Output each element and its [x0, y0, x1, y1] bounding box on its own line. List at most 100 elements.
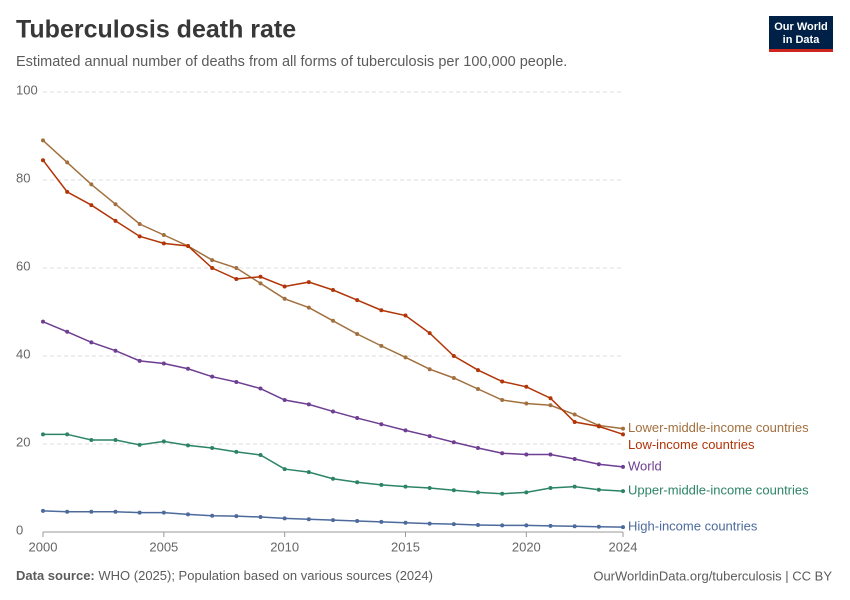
- point: [210, 445, 215, 450]
- point: [500, 451, 505, 456]
- legend-label: Upper-middle-income countries: [628, 483, 809, 498]
- point: [524, 384, 529, 389]
- point: [524, 452, 529, 457]
- point: [379, 422, 384, 427]
- y-tick-label: 100: [16, 82, 38, 97]
- point: [379, 482, 384, 487]
- point: [137, 442, 142, 447]
- point: [548, 403, 553, 408]
- point: [210, 258, 215, 263]
- point: [65, 329, 70, 334]
- point: [41, 319, 45, 324]
- point: [548, 452, 553, 457]
- footer-url[interactable]: OurWorldinData.org/tuberculosis | CC BY: [593, 568, 832, 583]
- legend-label: World: [628, 458, 662, 473]
- legend-label: Low-income countries: [628, 437, 755, 452]
- point: [258, 274, 263, 279]
- point: [476, 522, 480, 527]
- point: [186, 512, 190, 517]
- point: [572, 524, 577, 529]
- point: [427, 486, 432, 490]
- point: [161, 510, 166, 515]
- point: [548, 396, 553, 401]
- point: [403, 484, 408, 489]
- point: [282, 467, 287, 472]
- point: [572, 484, 577, 489]
- point: [306, 305, 311, 310]
- point: [355, 298, 360, 303]
- point: [403, 520, 408, 525]
- point: [113, 202, 118, 207]
- point: [596, 487, 601, 492]
- point: [113, 348, 118, 353]
- point: [427, 331, 432, 336]
- point: [403, 428, 408, 433]
- x-tick-label: 2020: [512, 539, 541, 554]
- point: [65, 432, 70, 437]
- point: [451, 488, 456, 493]
- point: [258, 386, 263, 391]
- series: [41, 508, 625, 530]
- chart-title: Tuberculosis death rate: [16, 16, 296, 44]
- point: [137, 358, 142, 363]
- point: [476, 490, 480, 495]
- point: [548, 486, 553, 490]
- logo-text: in Data: [783, 34, 821, 46]
- point: [451, 440, 456, 445]
- footer-source: Data source: WHO (2025); Population base…: [16, 568, 433, 583]
- point: [41, 508, 45, 513]
- point: [161, 241, 166, 246]
- series: [41, 158, 625, 437]
- x-tick-label: 2015: [391, 539, 420, 554]
- point: [89, 182, 94, 187]
- point: [331, 409, 335, 414]
- point: [476, 368, 480, 373]
- point: [500, 523, 505, 528]
- point: [113, 438, 118, 443]
- point: [331, 318, 335, 323]
- point: [234, 277, 239, 281]
- point: [41, 432, 45, 437]
- point: [89, 203, 94, 208]
- point: [65, 160, 70, 165]
- point: [113, 509, 118, 514]
- point: [524, 490, 529, 495]
- point: [113, 218, 118, 223]
- source-label: Data source:: [16, 568, 95, 583]
- point: [572, 456, 577, 461]
- point: [210, 513, 215, 518]
- point: [258, 515, 263, 520]
- point: [427, 521, 432, 526]
- y-tick-label: 60: [16, 258, 30, 273]
- logo-box: [769, 16, 833, 52]
- point: [258, 453, 263, 457]
- point: [548, 523, 553, 528]
- point: [41, 158, 45, 163]
- point: [282, 284, 287, 289]
- point: [65, 509, 70, 514]
- point: [89, 340, 94, 345]
- point: [355, 519, 360, 523]
- point: [186, 443, 190, 448]
- point: [282, 516, 287, 521]
- logo-text: Our World: [774, 21, 828, 33]
- point: [403, 355, 408, 360]
- point: [234, 379, 239, 384]
- point: [379, 519, 384, 524]
- point: [476, 445, 480, 450]
- point: [234, 514, 239, 519]
- point: [621, 489, 625, 494]
- point: [186, 366, 190, 371]
- source: WHO (2025); Population based on various …: [98, 568, 433, 583]
- point: [451, 354, 456, 358]
- point: [500, 491, 505, 496]
- logo[interactable]: Our World in Data: [769, 16, 833, 52]
- x-tick-label: 2010: [270, 539, 299, 554]
- point: [379, 308, 384, 313]
- legend-label: High-income countries: [628, 519, 758, 534]
- point: [282, 398, 287, 402]
- point: [476, 387, 480, 391]
- chart-subtitle: Estimated annual number of deaths from a…: [16, 54, 567, 70]
